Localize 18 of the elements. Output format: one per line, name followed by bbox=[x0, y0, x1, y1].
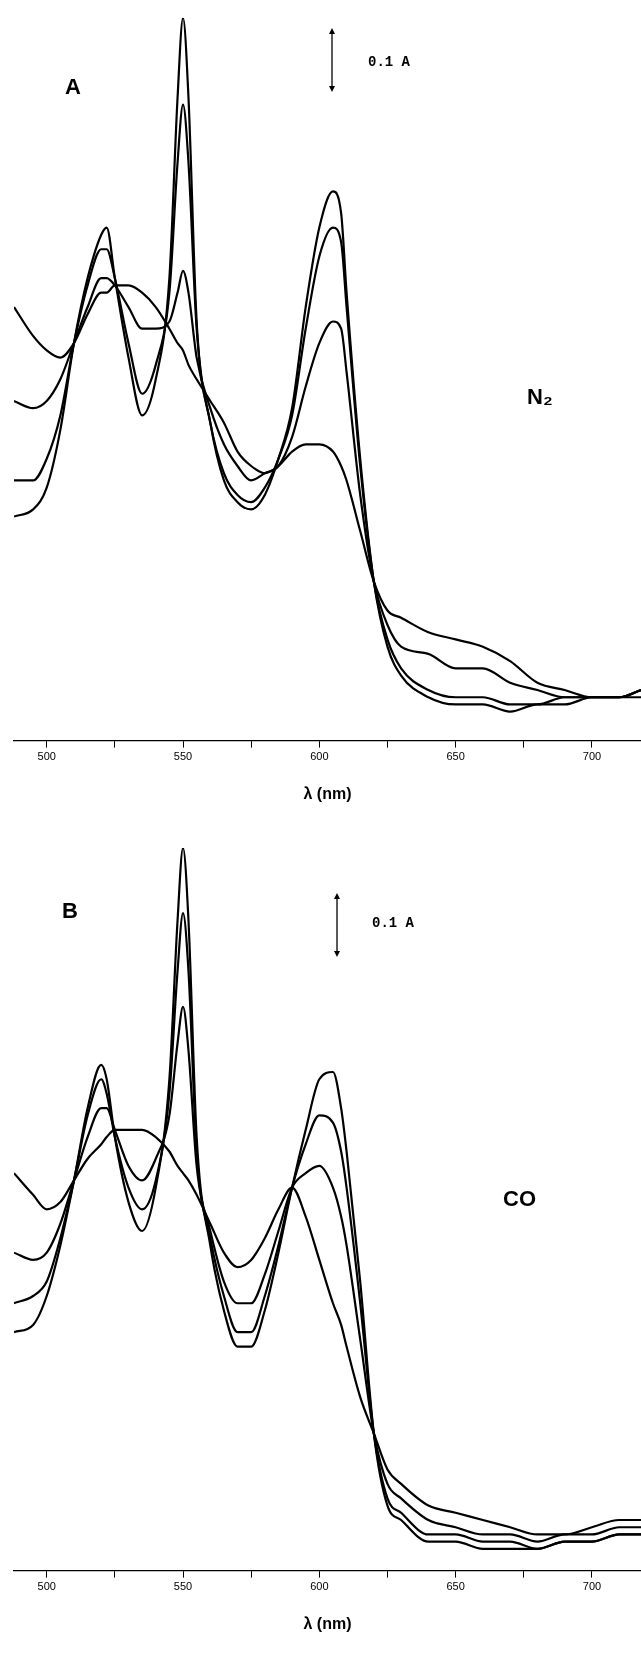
x-axis-title: λ (nm) bbox=[303, 784, 352, 802]
x-tick-label: 550 bbox=[173, 750, 193, 763]
annotation: 0.1 A bbox=[368, 53, 411, 70]
x-tick-label: 650 bbox=[446, 750, 465, 763]
x-tick-label: 500 bbox=[37, 1580, 56, 1593]
x-tick-label: 600 bbox=[310, 1580, 329, 1593]
x-tick-label: 700 bbox=[582, 750, 602, 763]
annotation: A bbox=[65, 74, 81, 100]
annotation: N₂ bbox=[527, 384, 553, 410]
x-tick-label: 500 bbox=[37, 750, 56, 763]
annotation: B bbox=[62, 898, 78, 924]
x-tick-label: 700 bbox=[582, 1580, 602, 1593]
x-tick-label: 600 bbox=[310, 750, 329, 763]
x-axis-title: λ (nm) bbox=[303, 1614, 352, 1632]
x-tick-label: 550 bbox=[173, 1580, 193, 1593]
annotation: 0.1 A bbox=[372, 914, 415, 931]
x-tick-label: 650 bbox=[446, 1580, 465, 1593]
annotation: CO bbox=[503, 1186, 536, 1212]
